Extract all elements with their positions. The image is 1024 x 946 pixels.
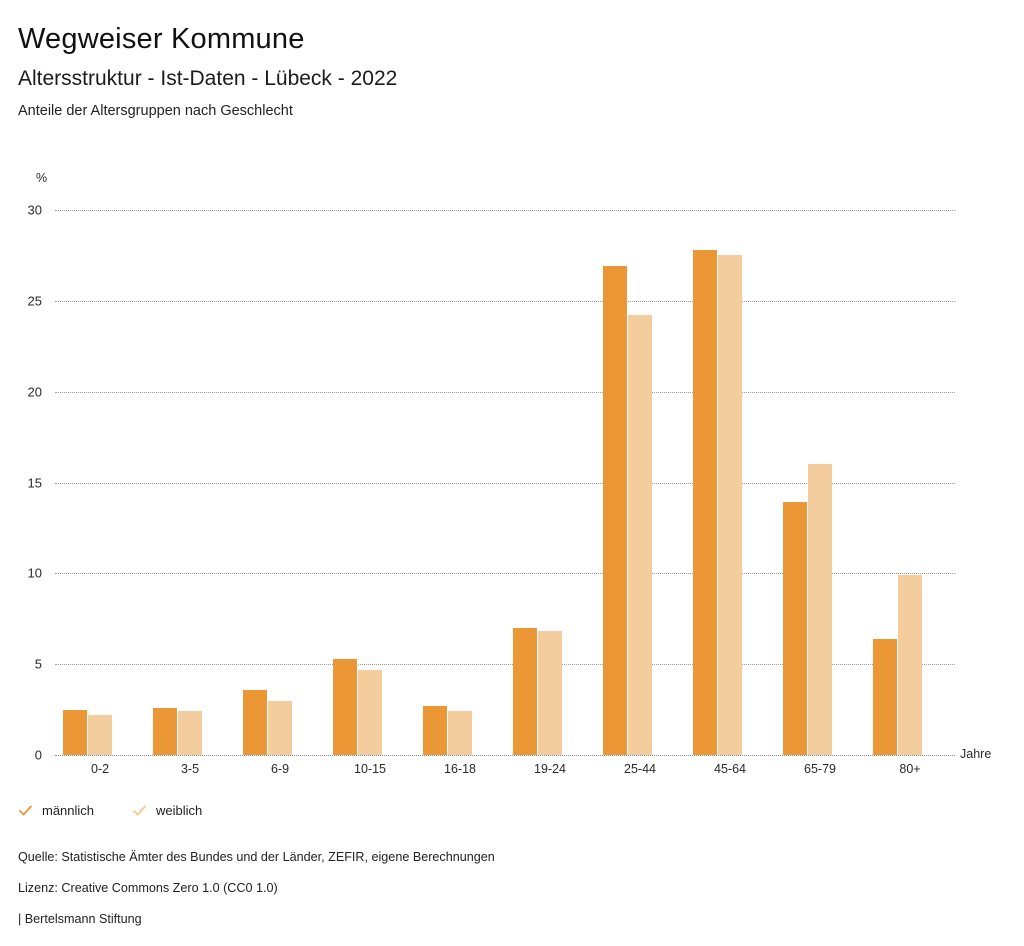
bar-weiblich-16-18[interactable] [448, 711, 472, 755]
publisher-line: | Bertelsmann Stiftung [18, 912, 142, 926]
license-line: Lizenz: Creative Commons Zero 1.0 (CC0 1… [18, 881, 278, 895]
bar-group [235, 210, 325, 755]
y-tick-label: 25 [27, 293, 42, 309]
bar-weiblich-25-44[interactable] [628, 315, 652, 755]
bar-group [865, 210, 955, 755]
bar-weiblich-19-24[interactable] [538, 631, 562, 755]
bar-männlich-3-5[interactable] [153, 707, 177, 755]
bar-männlich-65-79[interactable] [783, 502, 807, 755]
y-tick-label: 10 [27, 565, 42, 581]
bar-group [145, 210, 235, 755]
chart-description: Anteile der Altersgruppen nach Geschlech… [18, 103, 293, 119]
chart-subtitle: Altersstruktur - Ist-Daten - Lübeck - 20… [18, 67, 398, 90]
x-tick-label: 10-15 [354, 762, 386, 776]
x-tick-label: 80+ [899, 762, 921, 776]
x-tick-label: 16-18 [444, 762, 476, 776]
bar-group [415, 210, 505, 755]
bar-weiblich-65-79[interactable] [808, 464, 832, 755]
x-tick-label: 65-79 [804, 762, 836, 776]
bar-männlich-19-24[interactable] [513, 627, 537, 755]
bar-männlich-16-18[interactable] [423, 705, 447, 755]
bar-männlich-80+[interactable] [873, 638, 897, 755]
chart-legend[interactable]: männlich weiblich [18, 803, 240, 818]
check-icon[interactable] [18, 803, 33, 818]
y-tick-label: 0 [34, 747, 42, 763]
bar-männlich-10-15[interactable] [333, 658, 357, 755]
y-axis-unit-label: % [36, 171, 48, 185]
y-tick-label: 30 [27, 202, 42, 218]
gridline-0 [55, 755, 955, 756]
bar-männlich-6-9[interactable] [243, 689, 267, 755]
x-tick-label: 25-44 [624, 762, 656, 776]
x-tick-label: 19-24 [534, 762, 566, 776]
bar-group [595, 210, 685, 755]
bar-weiblich-6-9[interactable] [268, 700, 292, 755]
bar-weiblich-3-5[interactable] [178, 711, 202, 755]
y-tick-label: 5 [34, 656, 42, 672]
x-tick-label: 6-9 [270, 762, 290, 776]
check-icon[interactable] [132, 803, 147, 818]
chart-header: Wegweiser Kommune Altersstruktur - Ist-D… [18, 0, 1004, 120]
legend-label: männlich [42, 803, 95, 818]
legend-item-weiblich[interactable]: weiblich [132, 803, 202, 818]
bar-group [685, 210, 775, 755]
x-tick-label: 45-64 [714, 762, 746, 776]
y-tick-label: 20 [27, 384, 42, 400]
bar-männlich-45-64[interactable] [693, 249, 717, 755]
gridline-10 [55, 573, 955, 575]
bar-weiblich-10-15[interactable] [358, 669, 382, 755]
bar-männlich-0-2[interactable] [63, 709, 87, 755]
gridline-30 [55, 210, 955, 211]
x-tick-label: 0-2 [90, 762, 110, 776]
gridline-25 [55, 300, 955, 302]
bar-group [775, 210, 865, 755]
gridline-15 [55, 482, 955, 484]
bar-weiblich-80+[interactable] [898, 575, 922, 755]
bar-weiblich-0-2[interactable] [88, 715, 112, 755]
bar-männlich-25-44[interactable] [603, 266, 627, 755]
bar-group [325, 210, 415, 755]
bar-group [55, 210, 145, 755]
x-axis-label: Jahre [960, 747, 992, 761]
x-tick-label: 3-5 [180, 762, 200, 776]
bar-group [505, 210, 595, 755]
gridline-20 [55, 391, 955, 393]
chart-canvas: % Jahre 0 5 10 15 20 25 30 0-2 3-5 6-9 10-15 16-18… [27, 171, 992, 776]
y-tick-label: 15 [27, 475, 42, 490]
legend-label: weiblich [156, 803, 203, 818]
page-title: Wegweiser Kommune [18, 23, 305, 55]
chart-footer: Quelle: Statistische Ämter des Bundes un… [18, 842, 978, 935]
bar-weiblich-45-64[interactable] [718, 255, 742, 755]
legend-item-männlich[interactable]: männlich [18, 803, 94, 818]
gridline-5 [55, 664, 955, 666]
source-line: Quelle: Statistische Ämter des Bundes un… [18, 850, 495, 864]
plot-area [55, 210, 955, 755]
